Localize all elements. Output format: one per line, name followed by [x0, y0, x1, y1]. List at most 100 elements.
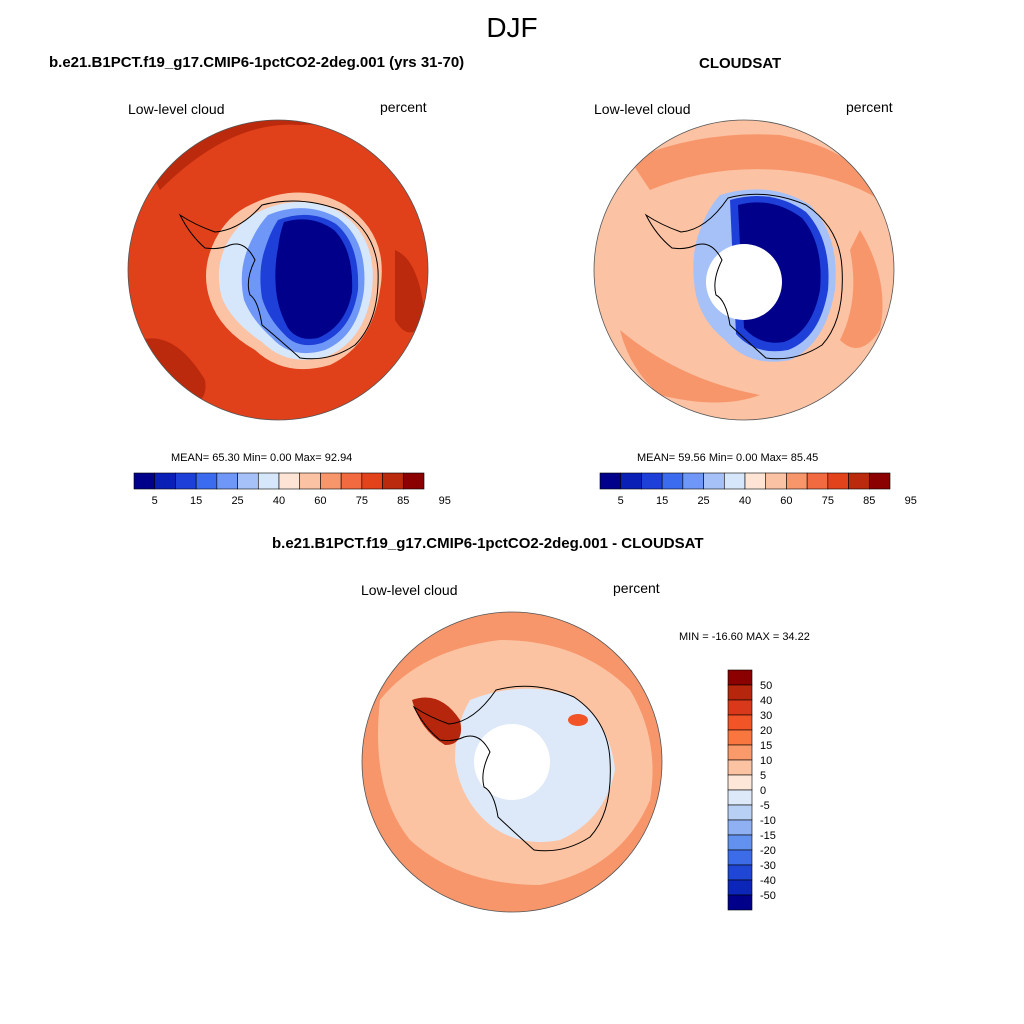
- panel3-colorbar-tick-label: -20: [760, 845, 776, 857]
- panel1-colorbar-swatch: [361, 472, 383, 490]
- panel1-high-cloud-patch-east: [395, 250, 425, 333]
- panel3-colorbar-tick-label: -15: [760, 830, 776, 842]
- panel1-colorbar-tick-label: 95: [439, 495, 451, 507]
- panel2-colorbar-tick-label: 75: [822, 495, 834, 507]
- panel2-colorbar-swatch: [723, 472, 746, 490]
- panel3-colorbar-tick-label: -5: [760, 800, 770, 812]
- panel2-colorbar-swatch: [620, 472, 642, 490]
- panel2-colorbar-swatch: [765, 472, 787, 490]
- panel1-units-label: percent: [380, 99, 427, 115]
- panel1-colorbar-swatch: [402, 472, 425, 490]
- panel1-colorbar-swatch: [299, 472, 321, 490]
- panel1-colorbar-swatch: [237, 472, 259, 490]
- panel3-colorbar-swatch: [727, 714, 753, 731]
- panel3-colorbar-swatch: [727, 894, 753, 911]
- panel1-colorbar-swatch: [195, 472, 218, 490]
- panel2-colorbar-swatch: [827, 472, 849, 490]
- panel3-colorbar-tick-label: -40: [760, 875, 776, 887]
- panel2-colorbar-tick-label: 15: [656, 495, 668, 507]
- panel1-colorbar-swatch: [175, 472, 197, 490]
- panel2-variable-label: Low-level cloud: [594, 101, 691, 117]
- panel2-polar-map: [594, 120, 894, 420]
- panel3-colorbar-tick-label: 30: [760, 710, 772, 722]
- panel3-colorbar-swatch: [727, 834, 753, 851]
- panel3-local-positive-patch: [568, 714, 588, 726]
- panel1-colorbar: 5 15 25 40 60 75 85 95: [133, 472, 451, 507]
- panel1-dark-blue-core: [275, 219, 353, 339]
- panel3-colorbar-swatch: [727, 879, 753, 896]
- panel3-variable-label: Low-level cloud: [361, 582, 458, 598]
- panel1-polar-map: [128, 120, 428, 420]
- panel1-colorbar-swatch: [340, 472, 363, 490]
- panel1-stats: MEAN= 65.30 Min= 0.00 Max= 92.94: [171, 452, 353, 464]
- panel1-colorbar-swatch: [382, 472, 404, 490]
- panel1-colorbar-tick-label: 15: [190, 495, 202, 507]
- panel3-colorbar-tick-label: 10: [760, 755, 772, 767]
- panel2-colorbar-swatch: [806, 472, 829, 490]
- panel3-colorbar-swatch: [727, 699, 753, 716]
- panel2-colorbar-tick-label: 95: [905, 495, 917, 507]
- panel1-colorbar-swatch: [154, 472, 176, 490]
- panel3-map-border: [361, 611, 663, 913]
- panel2-stats: MEAN= 59.56 Min= 0.00 Max= 85.45: [637, 452, 819, 464]
- panel3-stats: MIN = -16.60 MAX = 34.22: [679, 631, 810, 643]
- panel3-colorbar-swatch: [727, 774, 753, 791]
- panel2-moderate-band-south: [620, 330, 760, 403]
- panel2-colorbar-swatch: [599, 472, 622, 490]
- panel2-moderate-band-east: [840, 230, 883, 348]
- panel3-colorbar-tick-label: 40: [760, 695, 772, 707]
- panel1-colorbar-tick-label: 85: [397, 495, 409, 507]
- panel1-map-border: [127, 119, 429, 421]
- panel3-colorbar-tick-label: 0: [760, 785, 766, 797]
- panel2-title: CLOUDSAT: [699, 55, 782, 72]
- panel2-colorbar-tick-label: 40: [739, 495, 751, 507]
- panel1-colorbar-swatch: [257, 472, 280, 490]
- panel3-colorbar-swatch: [727, 819, 753, 836]
- panel1-colorbar-tick-label: 40: [273, 495, 285, 507]
- panel1-colorbar-swatch: [278, 472, 301, 490]
- panel1-antarctic-coastline: [178, 200, 379, 360]
- panel3-colorbar-swatch: [727, 759, 753, 776]
- panel3-colorbar-tick-label: 5: [760, 770, 766, 782]
- panel2-colorbar-tick-label: 85: [863, 495, 875, 507]
- panel2-colorbar-tick-label: 5: [618, 495, 624, 507]
- panel2-units-label: percent: [846, 99, 893, 115]
- panel2-moderate-band-north: [630, 134, 880, 200]
- panel3-peninsula-max: [412, 697, 461, 745]
- panel2-colorbar-swatch: [868, 472, 891, 490]
- panel3-units-label: percent: [613, 580, 660, 596]
- panel3-colorbar-swatch: [727, 684, 753, 701]
- panel3-colorbar-tick-label: -30: [760, 860, 776, 872]
- figure-title: DJF: [486, 12, 538, 43]
- panel2-colorbar: 5 15 25 40 60 75 85 95: [599, 472, 917, 507]
- panel1-colorbar-tick-label: 25: [231, 495, 243, 507]
- panel2-polar-data-gap: [706, 244, 782, 320]
- panel1-colorbar-swatch: [133, 472, 156, 490]
- panel2-colorbar-tick-label: 25: [697, 495, 709, 507]
- panel2-colorbar-swatch: [786, 472, 808, 490]
- panel3-colorbar-swatch: [727, 669, 753, 686]
- panel3-colorbar-swatch: [727, 789, 753, 806]
- panel2-colorbar-swatch: [703, 472, 725, 490]
- panel2-colorbar-tick-label: 60: [780, 495, 792, 507]
- panel2-colorbar-swatch: [848, 472, 870, 490]
- panel3-colorbar-swatch: [727, 849, 753, 866]
- panel2-colorbar-swatch: [661, 472, 684, 490]
- panel3-colorbar-swatch: [727, 804, 753, 821]
- panel3-colorbar-tick-label: 20: [760, 725, 772, 737]
- panel1-colorbar-tick-label: 75: [356, 495, 368, 507]
- panel3-colorbar-tick-label: -10: [760, 815, 776, 827]
- panel2-colorbar-swatch: [744, 472, 767, 490]
- panel3-colorbar-swatch: [727, 864, 753, 881]
- panel3-colorbar-tick-label: 50: [760, 680, 772, 692]
- panel3-polar-data-gap: [474, 724, 550, 800]
- panel1-colorbar-swatch: [320, 472, 342, 490]
- panel1-colorbar-swatch: [216, 472, 238, 490]
- panel3-polar-map: [362, 612, 662, 912]
- panel1-colorbar-tick-label: 60: [314, 495, 326, 507]
- panel1-colorbar-tick-label: 5: [152, 495, 158, 507]
- panel2-colorbar-swatch: [641, 472, 663, 490]
- panel1-title: b.e21.B1PCT.f19_g17.CMIP6-1pctCO2-2deg.0…: [49, 54, 465, 71]
